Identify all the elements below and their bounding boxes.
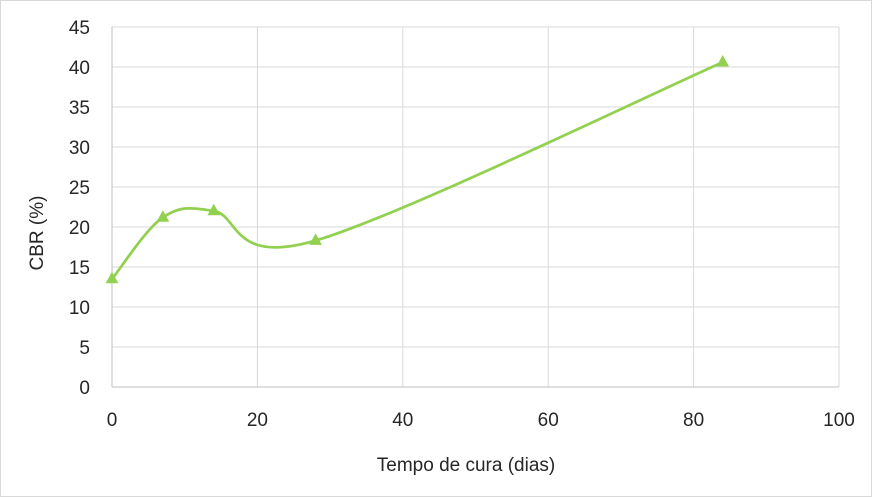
x-tick-label: 60: [538, 410, 559, 431]
y-tick-label: 20: [69, 218, 90, 239]
x-tick-label: 20: [247, 410, 268, 431]
x-tick-label: 40: [392, 410, 413, 431]
y-tick-label: 25: [69, 178, 90, 199]
data-point-marker: [716, 54, 730, 67]
series-line: [110, 60, 725, 281]
y-tick-label: 35: [69, 98, 90, 119]
data-point-marker: [207, 203, 221, 216]
tick-labels: 0 5 10 15 20 25 30 35 40 45 0 20 40 60 80 100: [69, 18, 855, 431]
x-tick-label: 0: [107, 410, 118, 431]
y-tick-label: 5: [79, 338, 90, 359]
data-point-marker: [309, 233, 322, 245]
series: [105, 54, 730, 284]
y-tick-label: 30: [69, 138, 90, 159]
y-tick-label: 40: [69, 58, 90, 79]
data-point-marker: [105, 271, 119, 284]
grid: [111, 26, 840, 388]
x-tick-label: 100: [823, 410, 855, 431]
x-axis-title: Tempo de cura (dias): [377, 455, 555, 476]
y-tick-label: 10: [69, 298, 90, 319]
y-axis-title: CBR (%): [27, 196, 48, 271]
x-tick-label: 80: [683, 410, 704, 431]
y-tick-label: 0: [79, 378, 90, 399]
y-tick-label: 15: [69, 258, 90, 279]
data-point-marker: [156, 210, 170, 222]
y-tick-label: 45: [69, 18, 90, 39]
